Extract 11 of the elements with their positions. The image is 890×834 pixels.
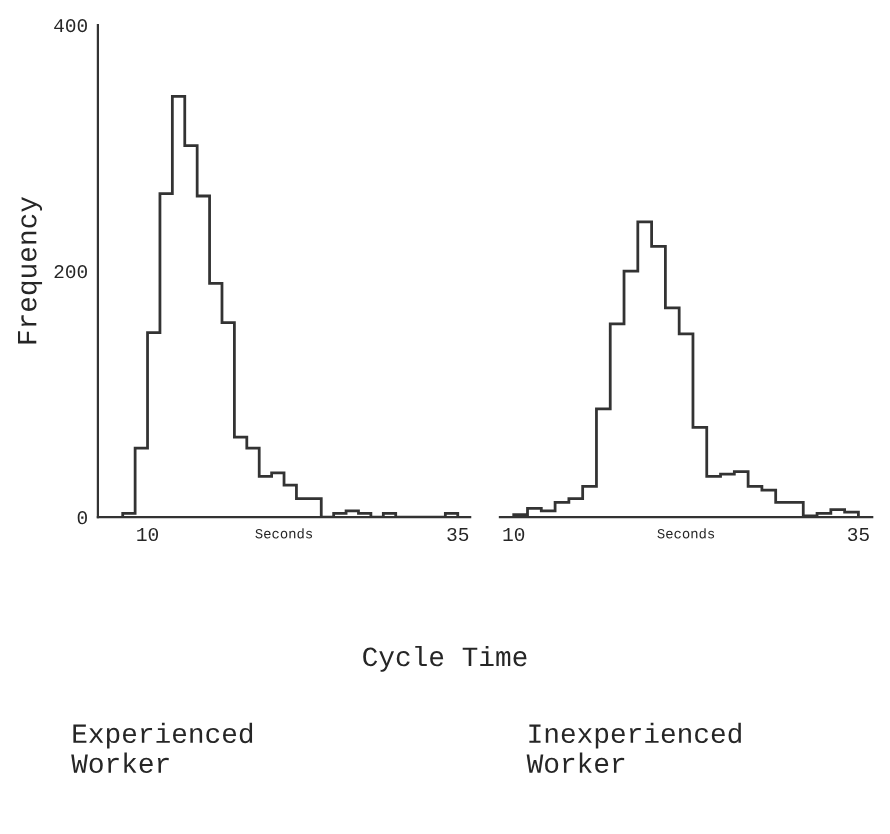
x-tick-label: 35 [847, 527, 869, 542]
x-tick-label: 35 [447, 527, 469, 542]
y-tick-label: 200 [54, 265, 87, 279]
y-tick-label: 400 [54, 19, 87, 33]
y-tick-label: 0 [77, 511, 87, 525]
x-tick-label: 10 [503, 527, 525, 542]
x-tick-label: 10 [137, 527, 159, 542]
text: Cycle Time [363, 645, 527, 672]
text: Experienced Worker [71, 722, 253, 774]
text: Inexperienced Worker [526, 722, 741, 774]
y-axis-title: Frequency [18, 196, 43, 344]
